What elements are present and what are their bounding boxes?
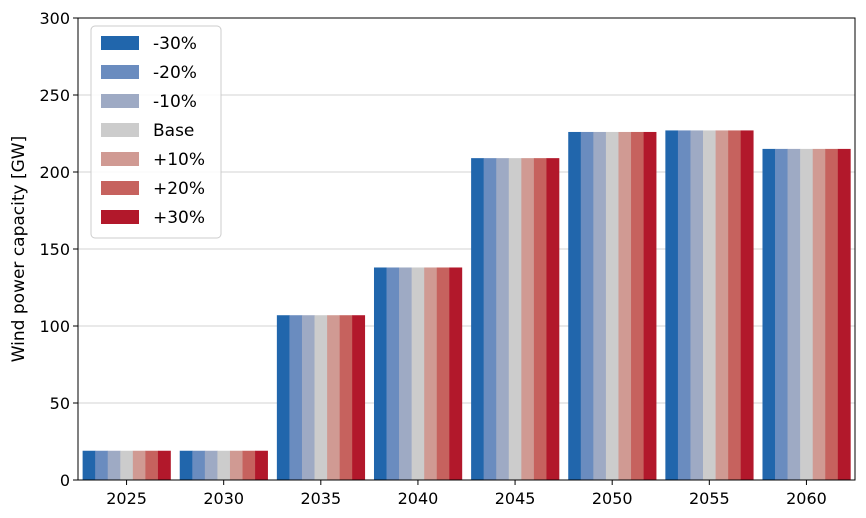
bar [157,450,171,480]
legend-label: +30% [153,208,205,228]
legend-swatch [101,181,139,195]
bar [276,315,290,480]
bar [242,450,256,480]
bar [471,158,484,480]
y-tick-label: 0 [60,471,70,490]
legend-label: -20% [153,63,197,83]
bar [825,148,839,480]
bar [812,148,826,480]
bar [255,450,268,480]
bar [496,158,510,480]
legend-swatch [101,65,139,79]
bar [546,158,560,480]
bar [339,315,353,480]
bar [373,267,387,480]
x-tick-label: 2030 [203,489,244,508]
legend-label: Base [153,121,194,141]
x-tick-label: 2045 [495,489,536,508]
bar [775,148,788,480]
legend-label: -30% [153,34,197,54]
y-tick-label: 50 [50,394,70,413]
bar [120,450,134,480]
bar [703,130,716,481]
y-axis-ticks: 0 50 100 150 200 250 300 [39,9,78,490]
bar [593,131,607,480]
legend-swatch [101,36,139,50]
bar [95,450,109,480]
bar [132,450,146,480]
x-tick-label: 2055 [689,489,730,508]
bar [508,158,522,480]
legend-swatch [101,210,139,224]
bar [327,315,340,480]
bar [386,267,400,480]
bar [631,131,644,480]
bar [568,131,582,480]
y-tick-label: 300 [39,9,70,28]
bar [192,450,206,480]
bar [436,267,450,480]
x-axis-ticks: 2025 2030 2035 2040 2045 2050 2055 2060 [106,480,827,508]
legend-label: -10% [153,92,197,112]
bar [580,131,594,480]
bar [643,131,657,480]
bar [204,450,218,480]
legend-label: +10% [153,150,205,170]
bar [690,130,704,481]
y-tick-label: 100 [39,317,70,336]
y-tick-label: 200 [39,163,70,182]
bar [728,130,742,481]
bars [82,130,851,481]
bar [800,148,814,480]
bar [533,158,547,480]
legend-swatch [101,123,139,137]
bar [289,315,303,480]
y-tick-label: 250 [39,86,70,105]
bar [107,450,121,480]
bar [411,267,425,480]
bar [740,130,754,481]
y-tick-label: 150 [39,240,70,259]
bar [837,148,851,480]
bar [618,131,632,480]
bar [145,450,159,480]
bar [314,315,328,480]
bar [217,450,231,480]
bar [424,267,438,480]
bar [787,148,801,480]
bar [665,130,679,481]
x-tick-label: 2040 [398,489,439,508]
legend-label: +20% [153,179,205,199]
legend-swatch [101,94,139,108]
y-axis-label: Wind power capacity [GW] [9,136,29,363]
bar [229,450,243,480]
bar [521,158,535,480]
bar [762,148,776,480]
bar [82,450,96,480]
x-tick-label: 2035 [300,489,341,508]
bar [605,131,619,480]
bar [352,315,366,480]
x-tick-label: 2050 [592,489,633,508]
bar [715,130,729,481]
bar [301,315,315,480]
bar [483,158,497,480]
x-tick-label: 2025 [106,489,147,508]
bar [399,267,412,480]
bar [677,130,691,481]
legend-swatch [101,152,139,166]
legend: -30% -20% -10% Base +10% +20% +30% [90,25,222,239]
bar [179,450,193,480]
bar [449,267,463,480]
x-tick-label: 2060 [786,489,827,508]
